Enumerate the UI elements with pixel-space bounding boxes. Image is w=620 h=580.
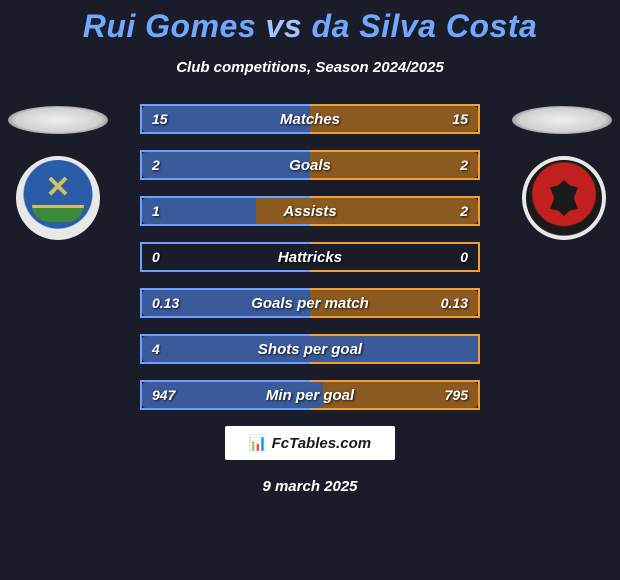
stat-label: Shots per goal — [142, 336, 478, 362]
stat-label: Hattricks — [142, 244, 478, 270]
stat-value-left: 4 — [142, 336, 170, 362]
stat-bar: Min per goal947 795 — [140, 380, 480, 410]
comparison-title: Rui Gomes vs da Silva Costa — [0, 0, 620, 45]
stat-bar: Hattricks0 0 — [140, 242, 480, 272]
stat-value-right: 795 — [435, 382, 478, 408]
stat-value-left: 947 — [142, 382, 185, 408]
stat-label: Matches — [142, 106, 478, 132]
stat-bar: Shots per goal4 — [140, 334, 480, 364]
vs-label: vs — [266, 8, 303, 44]
stat-value-right: 0.13 — [431, 290, 478, 316]
stat-label: Goals — [142, 152, 478, 178]
crest-shadow-left — [8, 106, 108, 134]
player2-name: da Silva Costa — [312, 8, 538, 44]
brand-icon: 📊 — [249, 434, 268, 452]
stat-value-right: 0 — [450, 244, 478, 270]
stat-value-left: 1 — [142, 198, 170, 224]
stat-value-right: 2 — [450, 198, 478, 224]
stat-value-left: 2 — [142, 152, 170, 178]
stat-value-left: 15 — [142, 106, 178, 132]
stat-label: Min per goal — [142, 382, 478, 408]
stat-label: Goals per match — [142, 290, 478, 316]
brand-badge: 📊 FcTables.com — [225, 426, 395, 460]
player1-name: Rui Gomes — [83, 8, 256, 44]
stat-bars: Matches1515Goals22Assists12Hattricks00Go… — [140, 104, 480, 410]
stat-value-right — [458, 336, 478, 362]
stat-value-right: 2 — [450, 152, 478, 178]
stat-value-right: 15 — [442, 106, 478, 132]
stat-value-left: 0.13 — [142, 290, 189, 316]
brand-text: FcTables.com — [272, 435, 371, 452]
stat-value-left: 0 — [142, 244, 170, 270]
crest-shadow-right — [512, 106, 612, 134]
footer-date: 9 march 2025 — [0, 478, 620, 495]
stat-bar: Goals per match0.13 0.13 — [140, 288, 480, 318]
club-crest-right — [522, 156, 606, 240]
stat-bar: Goals2 2 — [140, 150, 480, 180]
stat-bar: Matches15 15 — [140, 104, 480, 134]
stat-bar: Assists1 2 — [140, 196, 480, 226]
comparison-stage: Matches1515Goals22Assists12Hattricks00Go… — [0, 104, 620, 410]
stat-label: Assists — [142, 198, 478, 224]
club-crest-left — [16, 156, 100, 240]
subtitle: Club competitions, Season 2024/2025 — [0, 59, 620, 76]
